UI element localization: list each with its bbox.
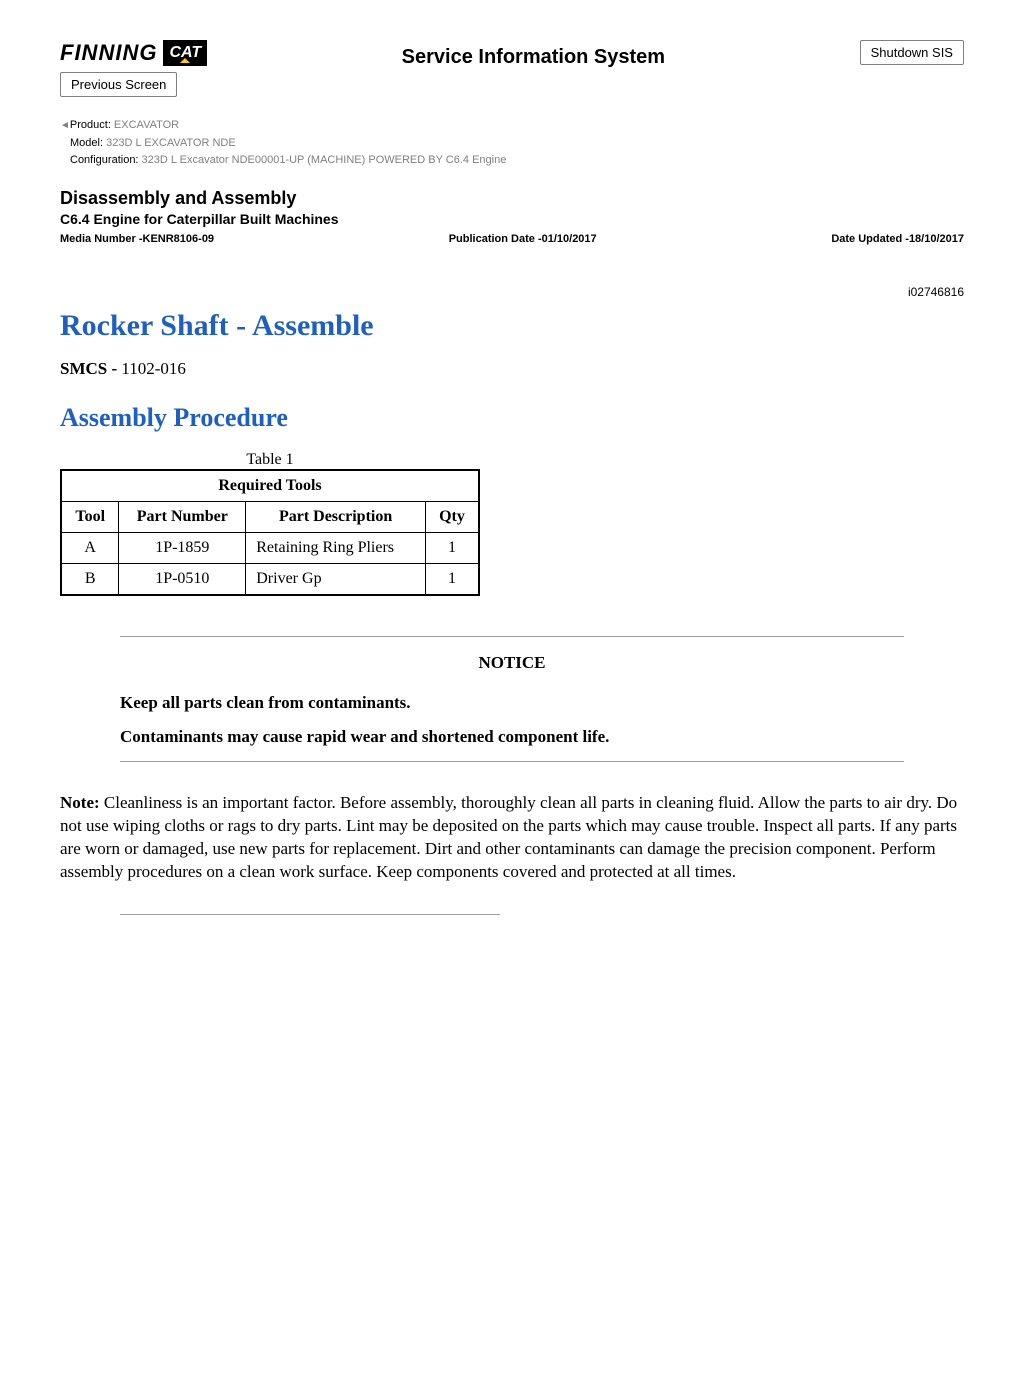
logo-text: FINNING [60, 40, 157, 66]
table-row: B 1P-0510 Driver Gp 1 [61, 563, 479, 595]
notice-title: NOTICE [120, 653, 904, 673]
cell-qty: 1 [425, 563, 479, 595]
note-text: Cleanliness is an important factor. Befo… [60, 793, 957, 881]
logo: FINNING CAT [60, 40, 207, 66]
logo-block: FINNING CAT Previous Screen [60, 40, 207, 97]
meta-product-label: Product: [70, 119, 111, 131]
smcs-label: SMCS - [60, 359, 121, 378]
col-tool: Tool [61, 501, 119, 532]
publication-date: Publication Date -01/10/2017 [449, 233, 597, 245]
header: FINNING CAT Previous Screen Service Info… [60, 40, 964, 97]
meta-product: ◄Product: EXCAVATOR [60, 117, 964, 135]
cell-part-number: 1P-0510 [119, 563, 246, 595]
meta-block: ◄Product: EXCAVATOR Model: 323D L EXCAVA… [60, 117, 964, 170]
media-label: Media Number - [60, 233, 143, 245]
date-updated: Date Updated -18/10/2017 [831, 233, 964, 245]
pub-label: Publication Date - [449, 233, 542, 245]
notice-line: Contaminants may cause rapid wear and sh… [120, 727, 904, 747]
notice-block: NOTICE Keep all parts clean from contami… [120, 636, 904, 762]
cell-tool: B [61, 563, 119, 595]
cell-part-description: Driver Gp [246, 563, 426, 595]
meta-model-value: 323D L EXCAVATOR NDE [103, 137, 236, 149]
section-title: Rocker Shaft - Assemble [60, 309, 964, 343]
bottom-rule [120, 914, 500, 915]
publication-row: Media Number -KENR8106-09 Publication Da… [60, 233, 964, 245]
media-number: Media Number -KENR8106-09 [60, 233, 214, 245]
document-id: i02746816 [60, 285, 964, 299]
required-tools-table: Required Tools Tool Part Number Part Des… [60, 469, 480, 596]
col-part-number: Part Number [119, 501, 246, 532]
note-label: Note: [60, 793, 104, 812]
upd-label: Date Updated - [831, 233, 909, 245]
col-part-description: Part Description [246, 501, 426, 532]
meta-product-value: EXCAVATOR [111, 119, 179, 131]
cell-qty: 1 [425, 532, 479, 563]
table-title: Required Tools [61, 470, 479, 502]
smcs-value: 1102-016 [121, 359, 186, 378]
logo-badge: CAT [163, 40, 207, 66]
back-arrow-icon: ◄ [60, 120, 70, 131]
cell-part-description: Retaining Ring Pliers [246, 532, 426, 563]
notice-rule-bottom [120, 761, 904, 762]
note-paragraph: Note: Cleanliness is an important factor… [60, 792, 964, 884]
sis-title: Service Information System [402, 46, 665, 69]
meta-model: Model: 323D L EXCAVATOR NDE [60, 135, 964, 153]
table-row: A 1P-1859 Retaining Ring Pliers 1 [61, 532, 479, 563]
cell-part-number: 1P-1859 [119, 532, 246, 563]
shutdown-sis-button[interactable]: Shutdown SIS [860, 40, 964, 65]
cell-tool: A [61, 532, 119, 563]
meta-config: Configuration: 323D L Excavator NDE00001… [60, 152, 964, 170]
smcs-code: SMCS - 1102-016 [60, 359, 964, 379]
notice-line: Keep all parts clean from contaminants. [120, 693, 904, 713]
upd-value: 18/10/2017 [909, 233, 964, 245]
meta-model-label: Model: [70, 137, 103, 149]
table-header-row: Tool Part Number Part Description Qty [61, 501, 479, 532]
doc-title: Disassembly and Assembly [60, 188, 964, 209]
table-caption: Table 1 [60, 451, 480, 469]
col-qty: Qty [425, 501, 479, 532]
doc-subtitle: C6.4 Engine for Caterpillar Built Machin… [60, 211, 964, 227]
previous-screen-button[interactable]: Previous Screen [60, 72, 177, 97]
subsection-title: Assembly Procedure [60, 403, 964, 433]
notice-body: Keep all parts clean from contaminants. … [120, 693, 904, 747]
meta-config-label: Configuration: [70, 154, 139, 166]
media-value: KENR8106-09 [143, 233, 215, 245]
notice-rule-top [120, 636, 904, 637]
pub-value: 01/10/2017 [542, 233, 597, 245]
meta-config-value: 323D L Excavator NDE00001-UP (MACHINE) P… [139, 154, 507, 166]
